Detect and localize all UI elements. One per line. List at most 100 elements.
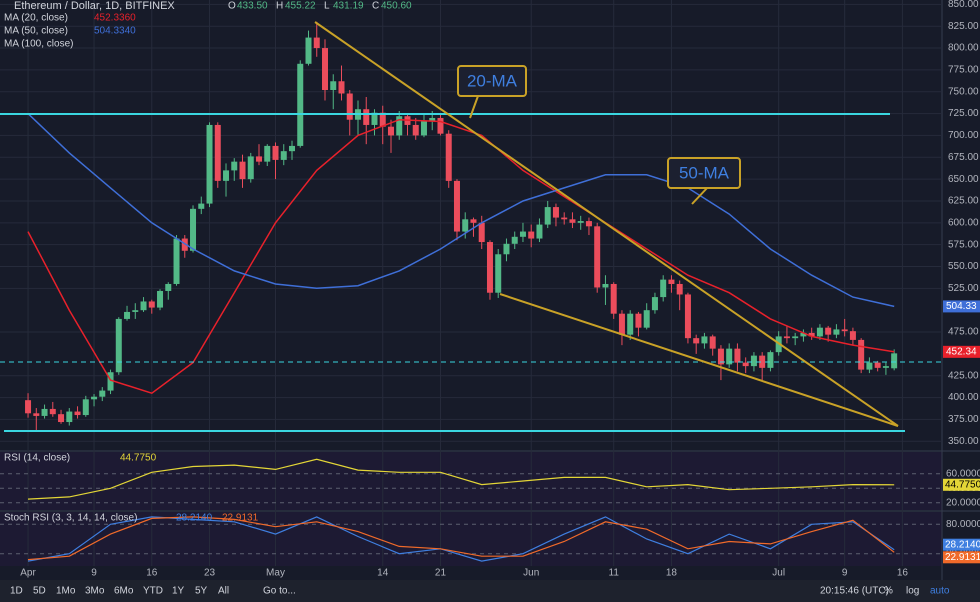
- range-button[interactable]: 6Mo: [114, 586, 134, 597]
- price-tag: [943, 345, 980, 358]
- candle-body: [759, 355, 766, 368]
- x-tick-label: 9: [91, 568, 97, 579]
- candle-body: [841, 329, 848, 332]
- callout-box: [457, 65, 527, 97]
- candle-body: [866, 362, 873, 370]
- ohlc-key: O: [228, 1, 236, 12]
- price-tag-label: 22.9131: [945, 552, 980, 563]
- range-button[interactable]: 1Y: [172, 586, 185, 597]
- goto-button[interactable]: Go to...: [263, 586, 296, 597]
- candle-body: [668, 279, 675, 284]
- candle-body: [544, 207, 551, 225]
- y-tick-label: 650.00: [948, 174, 979, 185]
- ohlc-key: C: [372, 1, 379, 12]
- candle-body: [173, 238, 180, 284]
- candle-body: [717, 348, 724, 365]
- range-button[interactable]: 3Mo: [85, 586, 105, 597]
- price-tag-label: 452.34: [946, 346, 977, 357]
- candle-body: [808, 332, 815, 337]
- ohlc-value: 431.19: [333, 1, 364, 12]
- price-tag: [943, 551, 980, 564]
- candle-body: [478, 222, 485, 243]
- candle-body: [107, 372, 114, 391]
- candle-body: [272, 145, 279, 160]
- range-button[interactable]: 1Mo: [56, 586, 76, 597]
- scale-option[interactable]: log: [906, 586, 919, 597]
- candle-body: [124, 311, 131, 319]
- y-tick-label: 800.00: [948, 43, 979, 54]
- candle-body: [792, 336, 799, 339]
- candle-body: [585, 221, 592, 227]
- candle-body: [734, 348, 741, 363]
- y-tick-label: 525.00: [948, 283, 979, 294]
- candle-body: [289, 145, 296, 152]
- range-button[interactable]: YTD: [143, 586, 163, 597]
- candle-body: [379, 112, 386, 127]
- legend-entry: MA (20, close): [4, 13, 68, 24]
- candle-body: [231, 161, 238, 171]
- candle-body: [297, 63, 304, 146]
- x-tick-label: Apr: [20, 568, 36, 579]
- candle-body: [387, 126, 394, 136]
- candle-body: [321, 48, 328, 90]
- price-tag-label: 504.33: [946, 301, 977, 312]
- candle-body: [445, 133, 452, 181]
- candle-body: [247, 156, 254, 180]
- toolbar: [0, 580, 980, 602]
- legend-value: 504.3340: [94, 26, 136, 37]
- candle-body: [891, 353, 898, 369]
- candle-body: [684, 294, 691, 339]
- range-button[interactable]: All: [218, 586, 229, 597]
- ma-line: [27, 118, 895, 395]
- candle-body: [528, 231, 535, 239]
- rsi-line: [27, 458, 895, 500]
- y-tick-label: 675.00: [948, 152, 979, 163]
- candle-body: [453, 180, 460, 232]
- candle-body: [635, 313, 642, 328]
- x-tick-label: Jun: [523, 568, 539, 579]
- legend-entry: MA (100, close): [4, 39, 73, 50]
- y-tick-label: 550.00: [948, 261, 979, 272]
- candle-body: [742, 362, 749, 367]
- scale-option[interactable]: %: [884, 586, 893, 597]
- annotation: 20-MA: [467, 71, 518, 90]
- y-tick-label: 850.00: [948, 0, 979, 10]
- candle-body: [693, 338, 700, 344]
- candle-body: [577, 221, 584, 223]
- y-tick-label: 750.00: [948, 86, 979, 97]
- ohlc-value: 450.60: [381, 1, 412, 12]
- candle-body: [849, 331, 856, 340]
- range-button[interactable]: 5D: [33, 586, 46, 597]
- x-tick-label: 9: [842, 568, 848, 579]
- rsi-legend-value: 44.7750: [120, 453, 157, 464]
- candle-body: [486, 242, 493, 293]
- candle-body: [569, 219, 576, 223]
- range-button[interactable]: 5Y: [195, 586, 208, 597]
- candle-body: [148, 301, 155, 308]
- candle-body: [82, 399, 89, 416]
- callout-pointer: [469, 95, 479, 119]
- y-tick-label: 60.0000: [946, 468, 980, 479]
- candle-body: [412, 124, 419, 136]
- ohlc-key: H: [276, 1, 283, 12]
- legend-value: 452.3360: [94, 13, 136, 24]
- candle-body: [519, 231, 526, 237]
- scale-option[interactable]: auto: [930, 586, 950, 597]
- candle-body: [709, 336, 716, 349]
- candle-body: [264, 145, 271, 162]
- candle-body: [33, 413, 40, 416]
- y-tick-label: 700.00: [948, 130, 979, 141]
- range-button[interactable]: 1D: [10, 586, 23, 597]
- stoch-legend-value: 22.9131: [222, 513, 259, 524]
- candle-body: [214, 124, 221, 181]
- candle-body: [338, 81, 345, 94]
- annotation: 50-MA: [679, 163, 730, 182]
- y-tick-label: 600.00: [948, 217, 979, 228]
- candle-body: [58, 414, 65, 423]
- clock: 20:15:46 (UTC): [820, 586, 889, 597]
- y-tick-label: 625.00: [948, 196, 979, 207]
- candle-body: [206, 124, 213, 204]
- candle-body: [41, 408, 48, 416]
